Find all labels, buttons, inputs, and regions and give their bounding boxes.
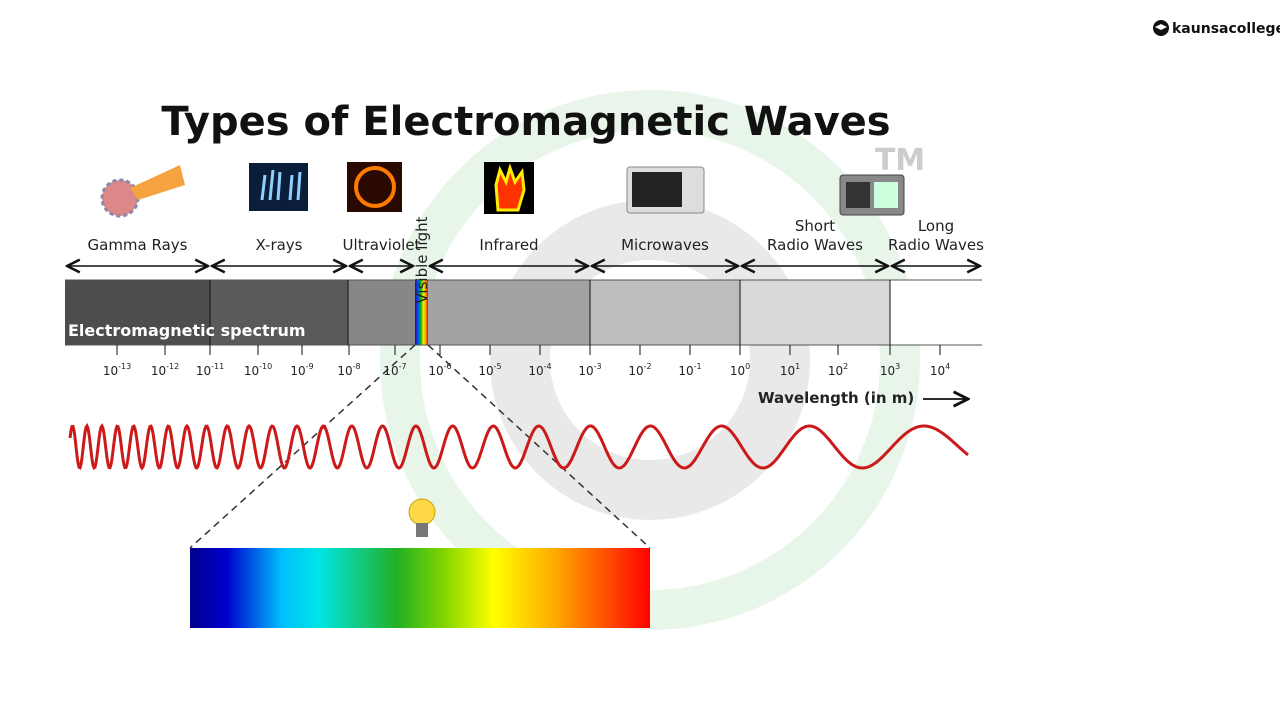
tick-base: 10 (528, 364, 543, 378)
tick-label: 10-9 (290, 362, 313, 378)
tick-base: 10 (244, 364, 259, 378)
tick-label: 10-12 (151, 362, 179, 378)
tick-exp: -4 (544, 362, 552, 371)
tm-mark: TM (875, 143, 925, 178)
band-label: Ultraviolet (343, 236, 421, 254)
tick-label: 10-1 (678, 362, 701, 378)
tick-label: 10-11 (196, 362, 224, 378)
band-label: Short (795, 217, 835, 235)
tick-label: 10-2 (628, 362, 651, 378)
tick-label: 10-10 (244, 362, 272, 378)
tick-label: 101 (780, 362, 800, 378)
band-label: Long (918, 217, 954, 235)
spectrum-bar: Electromagnetic spectrum (65, 279, 982, 346)
tick-label: 10-5 (478, 362, 501, 378)
logo-text: kaunsacollege (1172, 21, 1280, 37)
tick-base: 10 (828, 364, 843, 378)
tick-base: 10 (780, 364, 795, 378)
tick-base: 10 (196, 364, 211, 378)
tick-exp: -1 (694, 362, 702, 371)
logo: kaunsacollege (1153, 20, 1280, 37)
tick-exp: -5 (494, 362, 502, 371)
band-label: Radio Waves (767, 236, 863, 254)
bulb-icon (408, 498, 436, 537)
band (210, 280, 348, 345)
wave (68, 422, 969, 471)
band-label: X-rays (256, 236, 303, 254)
tick-label: 10-3 (578, 362, 601, 378)
tick-base: 10 (428, 364, 443, 378)
tick-exp: 0 (745, 362, 750, 371)
tick-base: 10 (103, 364, 118, 378)
tick-label: 10-6 (428, 362, 451, 378)
tick-exp: -7 (399, 362, 407, 371)
tick-label: 100 (730, 362, 750, 378)
title: Types of Electromagnetic Waves (161, 99, 890, 145)
tick-exp: -11 (211, 362, 224, 371)
zoom-line (189, 344, 416, 549)
icons (100, 162, 905, 218)
tick-label: 10-7 (383, 362, 406, 378)
tick-exp: -2 (644, 362, 652, 371)
visible-spectrum (190, 548, 650, 628)
tick-base: 10 (478, 364, 493, 378)
tick-base: 10 (628, 364, 643, 378)
band (590, 280, 740, 345)
tick-exp: 2 (843, 362, 848, 371)
tick-label: 104 (930, 362, 950, 378)
band-label: Microwaves (621, 236, 709, 254)
tick-label: 10-8 (337, 362, 360, 378)
tick-label: 102 (828, 362, 848, 378)
band (348, 280, 415, 345)
tick-base: 10 (290, 364, 305, 378)
band-label: Gamma Rays (88, 236, 188, 254)
tick-exp: -10 (259, 362, 272, 371)
band (65, 280, 210, 345)
spectrum-label: Electromagnetic spectrum (68, 321, 306, 340)
axis-label: Wavelength (in m) (758, 389, 914, 407)
zoom-line (427, 344, 651, 549)
tick-label: 10-13 (103, 362, 131, 378)
tick-label: 103 (880, 362, 900, 378)
tick-exp: -6 (444, 362, 452, 371)
tick-exp: -8 (353, 362, 361, 371)
tick-exp: -12 (166, 362, 179, 371)
band-label: Infrared (479, 236, 538, 254)
tick-base: 10 (730, 364, 745, 378)
band (890, 280, 982, 345)
tick-exp: 4 (945, 362, 950, 371)
tick-label: 10-4 (528, 362, 551, 378)
tick-base: 10 (678, 364, 693, 378)
tick-exp: -13 (118, 362, 131, 371)
tick-base: 10 (578, 364, 593, 378)
tick-exp: -3 (594, 362, 602, 371)
tick-base: 10 (880, 364, 895, 378)
band (740, 280, 890, 345)
band-label: Radio Waves (888, 236, 984, 254)
tick-base: 10 (337, 364, 352, 378)
tick-exp: 3 (895, 362, 900, 371)
band (415, 280, 428, 345)
tick-base: 10 (151, 364, 166, 378)
band (428, 280, 590, 345)
tick-exp: -9 (306, 362, 314, 371)
visible-label: Visible light (413, 216, 431, 303)
tick-base: 10 (930, 364, 945, 378)
tick-base: 10 (383, 364, 398, 378)
tick-exp: 1 (795, 362, 800, 371)
